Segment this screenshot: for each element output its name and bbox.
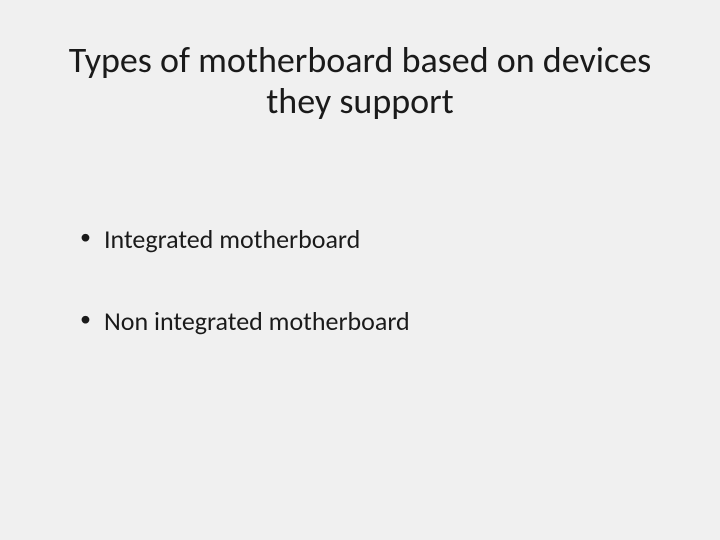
- list-item: Integrated motherboard: [80, 223, 670, 257]
- bullet-list: Integrated motherboard Non integrated mo…: [50, 223, 670, 339]
- slide-title: Types of motherboard based on devices th…: [50, 40, 670, 123]
- slide-container: Types of motherboard based on devices th…: [0, 0, 720, 540]
- list-item: Non integrated motherboard: [80, 305, 670, 339]
